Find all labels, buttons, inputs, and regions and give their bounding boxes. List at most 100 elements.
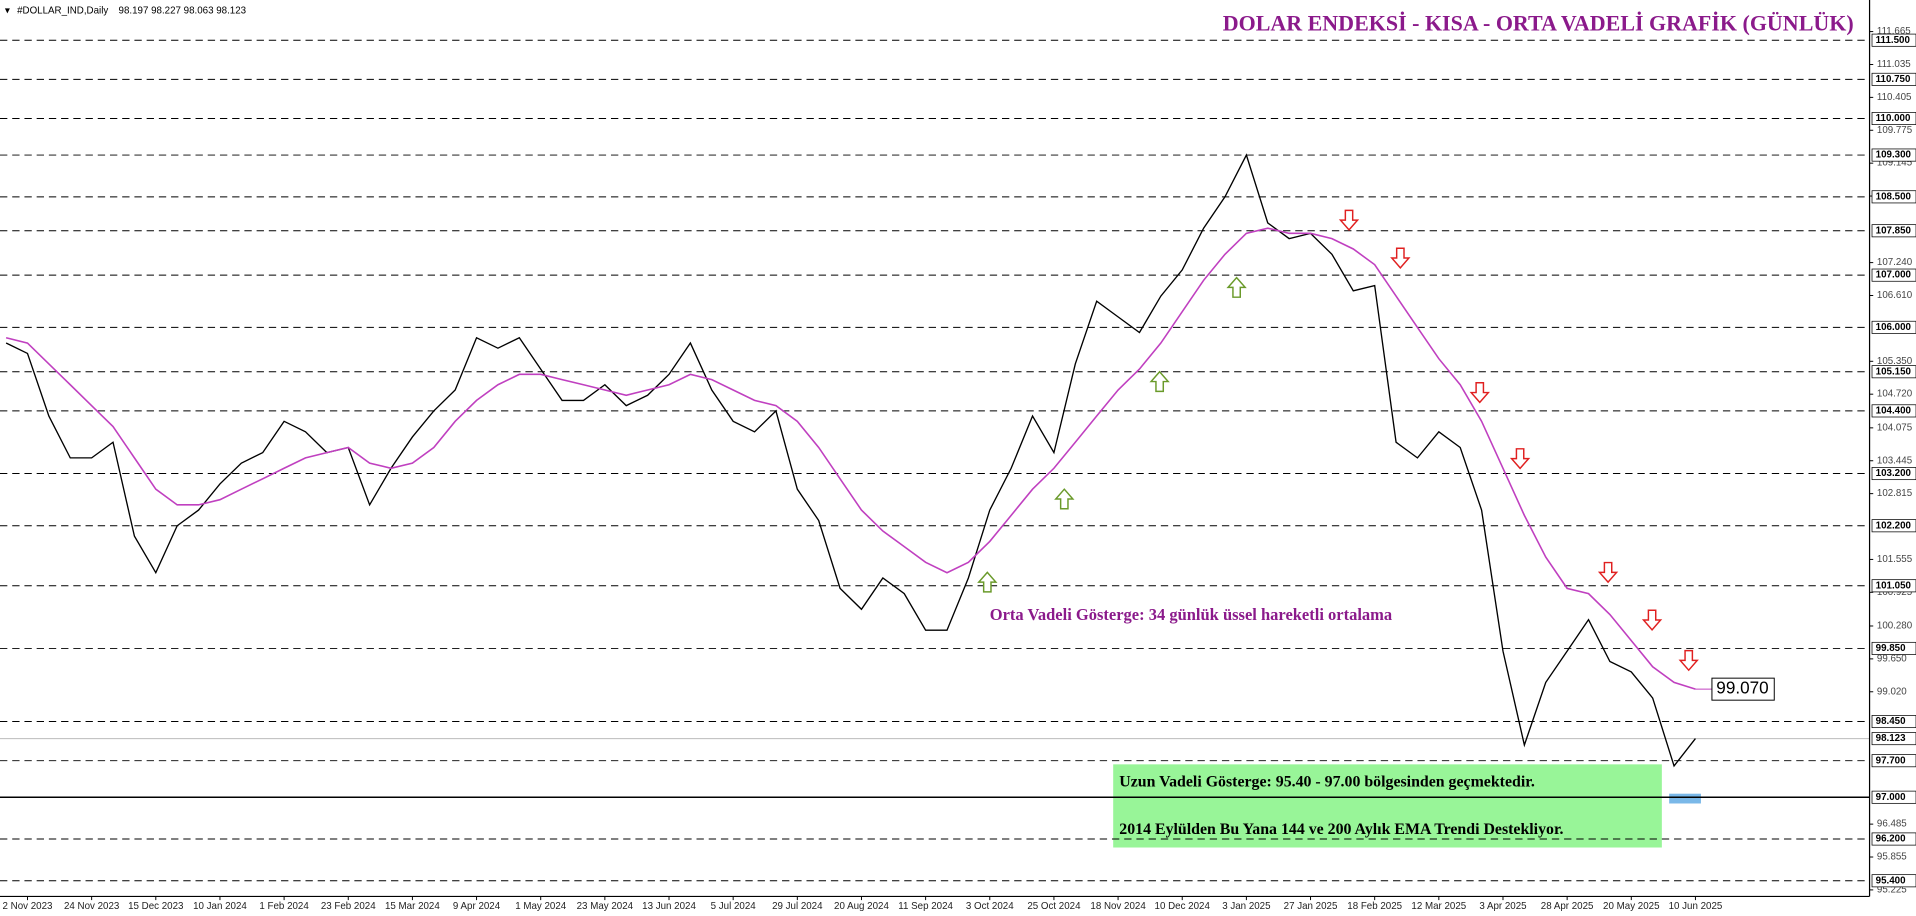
y-tick-label: 106.610	[1877, 290, 1913, 301]
y-tick-label: 101.555	[1877, 554, 1913, 565]
level-line-box	[1871, 33, 1916, 47]
x-tick-label: 24 Nov 2023	[64, 901, 119, 912]
y-tick-label: 111.665	[1877, 26, 1911, 37]
x-tick-label: 3 Oct 2024	[966, 901, 1014, 912]
level-line-label: 99.850	[1876, 643, 1906, 654]
x-tick-label: 15 Dec 2023	[128, 901, 183, 912]
ema-label: 99.070	[1716, 679, 1768, 698]
x-tick-label: 10 Jan 2024	[193, 901, 247, 912]
x-tick-label: 9 Apr 2024	[453, 901, 501, 912]
level-line-box	[1871, 832, 1916, 846]
annotation: Orta Vadeli Gösterge: 34 günlük üssel ha…	[990, 605, 1392, 624]
level-line-box	[1871, 467, 1916, 481]
y-tick-label: 109.775	[1877, 125, 1913, 136]
x-tick-label: 1 May 2024	[515, 901, 567, 912]
y-tick-label: 109.145	[1877, 158, 1913, 169]
x-tick-label: 27 Jan 2025	[1284, 901, 1338, 912]
level-line-label: 95.400	[1876, 875, 1906, 886]
x-tick-label: 25 Oct 2024	[1027, 901, 1081, 912]
level-line-label: 103.200	[1876, 468, 1912, 479]
y-tick-label: 104.075	[1877, 422, 1913, 433]
x-tick-label: 3 Apr 2025	[1479, 901, 1527, 912]
level-line-label: 101.050	[1876, 580, 1912, 591]
level-line-label: 102.200	[1876, 520, 1912, 531]
x-tick-label: 18 Nov 2024	[1090, 901, 1146, 912]
level-line-box	[1871, 754, 1916, 768]
level-line-box	[1871, 579, 1916, 593]
level-line-label: 110.750	[1876, 74, 1911, 85]
level-line-box	[1871, 519, 1916, 533]
y-tick-label: 96.485	[1877, 819, 1907, 830]
y-tick-label: 100.925	[1877, 587, 1913, 598]
y-tick-label: 99.020	[1877, 686, 1907, 697]
level-line-box	[1871, 112, 1916, 125]
level-line-label: 105.150	[1876, 366, 1912, 377]
x-tick-label: 18 Feb 2025	[1347, 901, 1402, 912]
level-line-label: 104.400	[1876, 405, 1912, 416]
y-tick-label: 102.815	[1877, 488, 1913, 499]
y-tick-label: 110.405	[1877, 92, 1912, 103]
x-tick-label: 28 Apr 2025	[1541, 901, 1594, 912]
level-line-label: 111.500	[1876, 35, 1911, 46]
y-tick-label: 111.035	[1877, 59, 1911, 70]
ohlc: 98.197 98.227 98.063 98.123	[119, 6, 247, 17]
x-tick-label: 10 Jun 2025	[1669, 901, 1723, 912]
y-tick-label: 99.650	[1877, 653, 1907, 664]
current-price-line-label: 98.123	[1876, 733, 1906, 744]
x-tick-label: 23 May 2024	[577, 901, 634, 912]
level-line-box	[1871, 365, 1916, 379]
note-box	[1113, 764, 1662, 848]
level-line-label: 107.000	[1876, 270, 1912, 281]
x-tick-label: 12 Mar 2025	[1411, 901, 1466, 912]
y-tick-label: 105.350	[1877, 356, 1913, 367]
x-tick-label: 11 Sep 2024	[898, 901, 953, 912]
level-line-label: 109.300	[1876, 150, 1912, 161]
y-tick-label: 95.855	[1877, 852, 1907, 863]
current-price-line-box	[1871, 732, 1916, 746]
y-tick-label: 107.240	[1877, 257, 1913, 268]
level-line-label: 98.450	[1876, 716, 1906, 727]
x-tick-label: 10 Dec 2024	[1155, 901, 1211, 912]
ema-label-box	[1711, 677, 1775, 701]
level-line-box	[1871, 320, 1916, 334]
level-line-label: 106.000	[1876, 322, 1912, 333]
level-line-box	[1871, 268, 1916, 282]
level-line-box	[1871, 715, 1916, 729]
level-line-box	[1871, 641, 1916, 655]
level-line-box	[1871, 874, 1916, 888]
y-tick-label: 100.280	[1877, 621, 1913, 632]
x-tick-label: 15 Mar 2024	[385, 901, 440, 912]
level-line-box	[1871, 148, 1916, 162]
x-tick-label: 5 Jul 2024	[711, 901, 757, 912]
x-tick-label: 3 Jan 2025	[1222, 901, 1271, 912]
level-line-box	[1871, 224, 1916, 238]
price-line	[5, 153, 1696, 768]
level-line-label: 110.000	[1876, 113, 1911, 124]
x-tick-label: 1 Feb 2024	[259, 901, 309, 912]
x-tick-label: 23 Feb 2024	[321, 901, 376, 912]
support-line-box	[1871, 790, 1916, 804]
level-line-box	[1871, 190, 1916, 204]
level-line-label: 107.850	[1876, 225, 1912, 236]
y-tick-label: 104.720	[1877, 389, 1913, 400]
level-line-box	[1871, 72, 1916, 86]
level-line-label: 97.700	[1876, 755, 1906, 766]
ema-line	[5, 227, 1696, 690]
x-tick-label: 20 May 2025	[1603, 901, 1660, 912]
y-tick-label: 95.225	[1877, 884, 1907, 895]
note: 2014 Eylülden Bu Yana 144 ve 200 Aylık E…	[1119, 821, 1563, 838]
x-tick-label: 20 Aug 2024	[834, 901, 889, 912]
chart-title: DOLAR ENDEKSİ - KISA - ORTA VADELİ GRAFİ…	[1223, 11, 1854, 36]
x-tick-label: 13 Jun 2024	[642, 901, 696, 912]
note: Uzun Vadeli Gösterge: 95.40 - 97.00 bölg…	[1119, 773, 1535, 790]
y-tick-label: 103.445	[1877, 455, 1913, 466]
level-line-label: 96.200	[1876, 834, 1906, 845]
support-marker	[1669, 793, 1701, 804]
level-line-box	[1871, 404, 1916, 418]
symbol: #DOLLAR_IND,Daily	[17, 6, 108, 17]
x-tick-label: 29 Jul 2024	[772, 901, 823, 912]
support-line-label: 97.000	[1876, 792, 1906, 803]
symbol-caret: ▾	[5, 6, 10, 17]
